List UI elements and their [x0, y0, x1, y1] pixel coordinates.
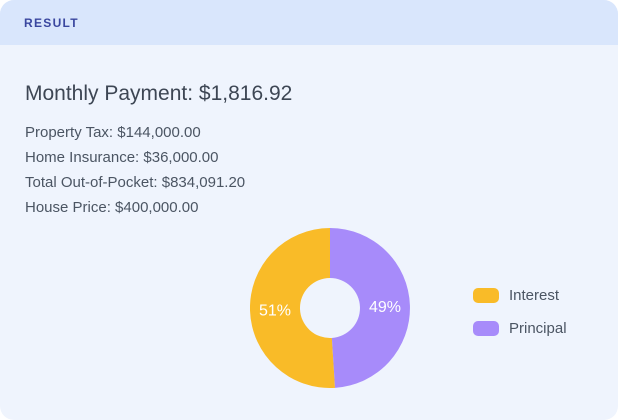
detail-label: House Price:	[25, 199, 111, 216]
slice-percentage-label: 51%	[259, 302, 291, 319]
interest-legend-label: Interest	[509, 286, 560, 304]
detail-value: $400,000.00	[115, 199, 199, 216]
slice-percentage-label: 49%	[369, 299, 401, 316]
detail-property-tax: Property Tax: $144,000.00	[25, 120, 593, 145]
principal-color-swatch	[473, 320, 499, 336]
result-content: Monthly Payment: $1,816.92 Property Tax:…	[0, 82, 618, 220]
detail-total-out-of-pocket: Total Out-of-Pocket: $834,091.20	[25, 170, 593, 195]
interest-color-swatch	[473, 287, 499, 303]
detail-label: Total Out-of-Pocket:	[25, 174, 158, 191]
monthly-payment-label: Monthly Payment:	[25, 82, 194, 105]
detail-house-price: House Price: $400,000.00	[25, 195, 593, 220]
legend-item-principal: Principal	[473, 319, 567, 337]
detail-label: Property Tax:	[25, 124, 114, 141]
monthly-payment-value: $1,816.92	[198, 82, 293, 105]
detail-value: $834,091.20	[161, 174, 246, 191]
detail-home-insurance: Home Insurance: $36,000.00	[25, 145, 593, 170]
payment-breakdown-donut-chart: 51% 49%	[250, 228, 410, 388]
chart-legend: Interest Principal	[473, 287, 567, 353]
principal-legend-label: Principal	[509, 319, 567, 337]
detail-value: $36,000.00	[143, 149, 219, 166]
result-header: RESULT	[0, 0, 618, 45]
monthly-payment-line: Monthly Payment: $1,816.92	[25, 82, 593, 106]
detail-label: Home Insurance:	[25, 149, 140, 166]
donut-slice-interest	[250, 228, 336, 388]
donut-slice-principal	[330, 228, 410, 388]
legend-item-interest: Interest	[473, 286, 567, 304]
result-header-title: RESULT	[24, 15, 79, 30]
summary-details: Property Tax: $144,000.00 Home Insurance…	[25, 120, 593, 220]
detail-value: $144,000.00	[117, 124, 201, 141]
